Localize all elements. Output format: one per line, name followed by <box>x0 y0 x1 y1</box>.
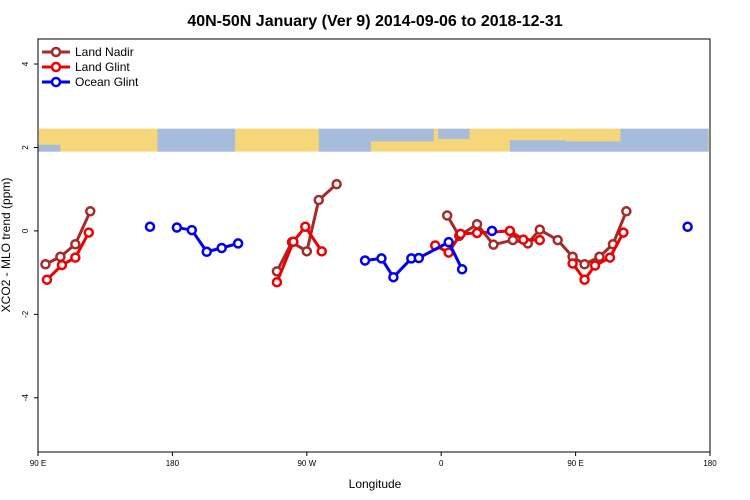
y-tick-label: 2 <box>21 145 30 150</box>
plot-frame <box>37 38 711 453</box>
land-nadir-point <box>313 194 324 206</box>
y-tick-label: -4 <box>21 394 30 402</box>
legend-item-ocean-glint: Ocean Glint <box>42 75 139 89</box>
land-nadir-point <box>471 218 483 230</box>
map-ocean-region <box>438 128 470 140</box>
land-glint-point <box>56 259 68 271</box>
legend-marker <box>50 61 62 73</box>
map-ocean-region <box>157 128 236 152</box>
legend-label: Land Glint <box>75 60 130 74</box>
land-glint-point <box>534 234 546 246</box>
series-layer <box>40 178 693 288</box>
land-nadir-point <box>621 206 632 217</box>
land-nadir-point <box>552 234 563 246</box>
y-tick-label: 0 <box>21 228 30 233</box>
legend-label: Ocean Glint <box>75 75 139 89</box>
map-ocean-region <box>509 140 566 152</box>
y-axis-label: XCO2 - MLO trend (ppm) <box>0 178 13 313</box>
land-glint-point <box>316 246 327 257</box>
map-ocean-region <box>318 128 372 152</box>
map-ocean-region <box>38 144 61 152</box>
legend-marker <box>50 76 62 88</box>
legend-marker <box>50 46 62 58</box>
land-glint-point <box>589 260 601 271</box>
ocean-glint-point <box>413 252 425 264</box>
ocean-glint-point <box>171 222 183 233</box>
land-glint-point <box>300 221 311 232</box>
land-glint-point <box>271 276 283 288</box>
land-nadir-point <box>507 234 519 246</box>
legend-item-land-glint: Land Glint <box>42 60 130 74</box>
land-nadir-line <box>44 210 92 266</box>
land-glint-line <box>275 224 323 283</box>
x-tick-label: 180 <box>166 459 180 468</box>
y-tick-label: -2 <box>21 310 30 318</box>
series-land-nadir <box>40 178 632 277</box>
land-glint-point <box>41 274 53 285</box>
x-axis: 90 E 180 90 W 0 90 E 180 <box>30 452 717 468</box>
land-glint-point <box>83 227 95 238</box>
ocean-glint-point <box>682 221 693 232</box>
land-glint-point <box>70 252 81 263</box>
land-glint-line <box>45 231 91 281</box>
x-axis-label: Longitude <box>349 477 402 491</box>
ocean-glint-point <box>388 271 399 283</box>
chart-title: 40N-50N January (Ver 9) 2014-09-06 to 20… <box>187 13 562 30</box>
land-nadir-point <box>594 251 605 263</box>
x-tick-label: 90 E <box>567 459 583 468</box>
world-map-strip <box>38 128 709 152</box>
land-nadir-point <box>488 239 499 250</box>
land-nadir-point <box>40 259 51 270</box>
ocean-glint-point <box>216 242 227 254</box>
series-ocean-glint <box>144 221 693 283</box>
ocean-glint-point <box>443 236 454 248</box>
land-nadir-point <box>579 259 590 270</box>
x-tick-label: 180 <box>703 459 717 468</box>
ocean-glint-point <box>186 224 198 236</box>
land-nadir-point <box>55 251 66 263</box>
land-nadir-point <box>441 210 453 221</box>
ocean-glint-point <box>201 246 212 258</box>
series-land-glint <box>41 221 629 288</box>
ocean-glint-point <box>456 264 468 275</box>
map-ocean-region <box>371 128 434 142</box>
land-nadir-point <box>85 206 96 217</box>
ocean-glint-point <box>359 255 371 266</box>
map-ocean-region <box>620 128 709 152</box>
land-nadir-point <box>331 178 342 190</box>
land-glint-point <box>579 274 590 285</box>
land-glint-point <box>288 236 299 247</box>
map-ocean-region <box>563 141 621 152</box>
legend-item-land-nadir: Land Nadir <box>42 45 134 59</box>
x-tick-label: 90 W <box>297 459 316 468</box>
ocean-glint-point <box>144 221 156 232</box>
land-glint-point <box>518 234 529 245</box>
x-tick-label: 0 <box>439 459 444 468</box>
legend-label: Land Nadir <box>75 45 134 59</box>
ocean-glint-point <box>376 253 387 264</box>
y-axis: -4 -2 0 2 4 <box>21 61 38 401</box>
land-nadir-point <box>301 246 313 257</box>
land-nadir-point <box>534 224 546 235</box>
land-glint-point <box>504 225 516 237</box>
ocean-glint-point <box>232 238 244 249</box>
land-nadir-point <box>70 238 81 250</box>
x-tick-label: 90 E <box>30 459 46 468</box>
land-glint-point <box>471 227 483 239</box>
land-glint-point <box>604 252 616 263</box>
y-tick-label: 4 <box>21 61 30 66</box>
land-glint-point <box>455 228 466 240</box>
ocean-glint-point <box>486 225 498 237</box>
land-glint-point <box>567 258 578 269</box>
land-glint-point <box>618 227 629 238</box>
